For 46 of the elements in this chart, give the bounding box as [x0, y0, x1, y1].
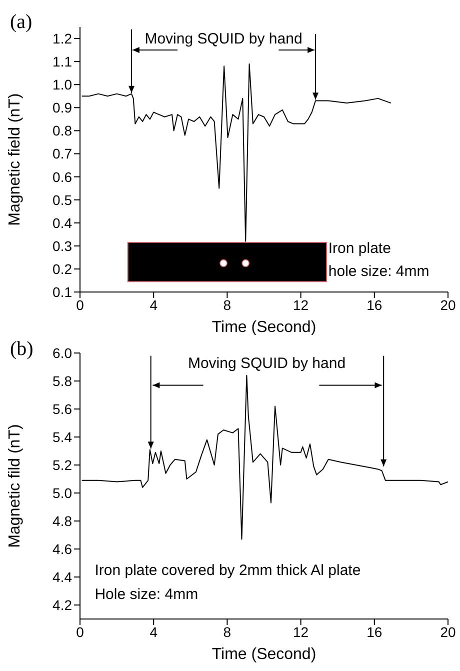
x-tick-label: 16	[366, 624, 382, 640]
y-tick-label: 5.0	[52, 484, 72, 501]
annotation: Moving SQUID by hand	[144, 30, 302, 48]
x-tick-label: 0	[76, 624, 84, 640]
y-tick-label: 0.7	[52, 146, 72, 162]
y-tick-label: 4.2	[52, 596, 72, 613]
y-tick-label: 0.9	[52, 100, 72, 116]
x-tick-label: 16	[366, 296, 382, 313]
x-tick-label: 20	[440, 296, 456, 313]
y-axis-title: Magnetic field (nT)	[6, 93, 24, 226]
y-tick-label: 0.2	[52, 260, 72, 277]
annotation: hole size: 4mm	[328, 262, 430, 280]
x-tick-label: 8	[223, 296, 232, 313]
y-tick-label: 0.4	[52, 214, 72, 231]
x-tick-label: 4	[150, 624, 158, 640]
x-tick-label: 0	[76, 296, 84, 313]
x-axis-title: Time (Second)	[212, 646, 316, 663]
y-tick-label: 0.5	[52, 192, 72, 208]
x-tick-label: 12	[293, 624, 309, 640]
x-axis-title: Time (Second)	[212, 319, 316, 336]
y-tick-label: 0.6	[52, 168, 72, 185]
x-tick-label: 8	[223, 624, 232, 640]
y-tick-label: 1.0	[52, 76, 72, 93]
y-tick-label: 0.3	[52, 238, 72, 254]
y-tick-label: 6.0	[52, 344, 72, 361]
y-tick-label: 1.1	[52, 54, 72, 70]
y-tick-label: 4.4	[52, 568, 72, 585]
y-tick-label: 1.2	[52, 30, 72, 46]
y-tick-label: 5.2	[52, 456, 72, 473]
y-tick-label: 4.6	[52, 540, 72, 557]
y-tick-label: 5.8	[52, 372, 72, 389]
y-tick-label: 4.8	[52, 512, 72, 529]
annotation: Iron plate	[328, 240, 391, 257]
chart-title: (b)	[10, 338, 34, 360]
y-tick-label: 0.8	[52, 122, 72, 139]
annotation: Moving SQUID by hand	[188, 354, 346, 372]
x-tick-label: 4	[150, 296, 158, 313]
x-tick-label: 12	[293, 296, 309, 313]
chart-title: (a)	[10, 11, 32, 33]
annotation: Iron plate covered by 2mm thick Al plate	[94, 562, 361, 579]
y-axis-title: Magnetic fild (nT)	[6, 424, 24, 548]
x-tick-label: 20	[440, 624, 456, 640]
annotation: Hole size: 4mm	[94, 586, 198, 603]
y-tick-label: 5.6	[52, 400, 72, 417]
y-tick-label: 0.1	[52, 284, 72, 300]
y-tick-label: 5.4	[52, 428, 72, 445]
